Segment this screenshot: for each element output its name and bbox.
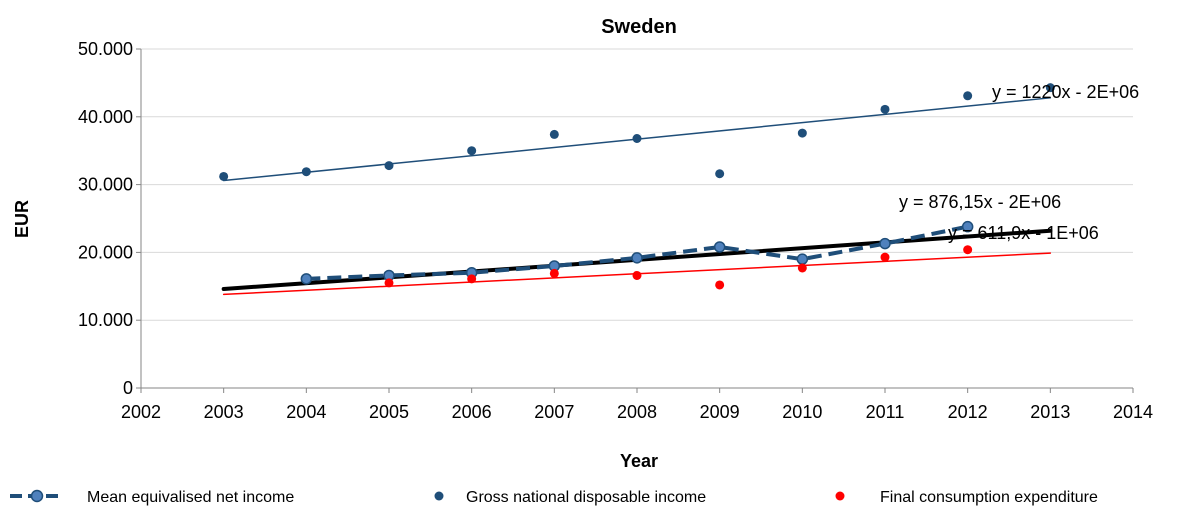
data-point-gross-national: [715, 169, 725, 179]
y-tick-label: 40.000: [78, 107, 133, 127]
axis-layer: [136, 48, 1134, 393]
x-tick-label: 2013: [1030, 402, 1070, 422]
data-point-gross-national: [549, 129, 559, 139]
data-point-final-consumption: [467, 274, 477, 284]
data-point-final-consumption: [632, 270, 642, 280]
data-point-mean-equivalised: [961, 220, 974, 233]
data-point-final-consumption: [880, 252, 890, 262]
label-layer: 0 10.000 20.000 30.000 40.000 50.000 2002 2003 2…: [78, 39, 1153, 422]
data-point-gross-national: [301, 167, 311, 177]
legend: Mean equivalised net income Gross nation…: [10, 489, 1098, 506]
y-tick-label: 0: [123, 378, 133, 398]
x-tick-label: 2002: [121, 402, 161, 422]
trendline-equation: y = 611,9x - 1E+06: [948, 223, 1099, 243]
series-line-mean-equivalised: [306, 224, 969, 281]
x-tick-label: 2005: [369, 402, 409, 422]
data-point-gross-national: [1045, 83, 1055, 93]
x-tick-label: 2008: [617, 402, 657, 422]
legend-item-final-consumption[interactable]: Final consumption expenditure: [835, 489, 1099, 506]
data-point-mean-equivalised: [879, 237, 891, 250]
x-axis-title: Year: [620, 451, 658, 471]
y-tick-label: 30.000: [78, 175, 133, 195]
data-point-mean-equivalised: [713, 241, 726, 253]
x-tick-label: 2006: [452, 402, 492, 422]
data-point-gross-national: [467, 146, 477, 156]
x-tick-label: 2011: [866, 402, 905, 422]
trendline-equation: y = 876,15x - 2E+06: [899, 192, 1061, 212]
data-point-mean-equivalised: [631, 252, 643, 264]
y-tick-label: 10.000: [78, 310, 133, 330]
legend-marker-icon: [30, 489, 44, 503]
legend-item-gross-national[interactable]: Gross national disposable income: [434, 489, 707, 506]
data-point-gross-national: [880, 104, 890, 114]
data-point-gross-national: [384, 161, 394, 171]
x-tick-label: 2010: [782, 402, 822, 422]
data-point-final-consumption: [797, 263, 807, 273]
legend-label-mean-equivalised: Mean equivalised net income: [87, 489, 294, 506]
y-tick-label: 50.000: [78, 39, 133, 59]
x-tick-label: 2014: [1113, 402, 1153, 422]
x-tick-label: 2004: [286, 402, 326, 422]
data-point-gross-national: [797, 128, 807, 138]
x-tick-label: 2003: [204, 402, 244, 422]
data-point-mean-equivalised: [796, 253, 809, 265]
x-tick-label: 2009: [700, 402, 740, 422]
data-point-final-consumption: [384, 278, 394, 288]
legend-label-gross-national: Gross national disposable income: [466, 489, 706, 506]
data-point-final-consumption: [715, 280, 725, 290]
legend-dot-red-icon: [835, 491, 845, 501]
y-axis-title: EUR: [12, 200, 32, 238]
data-point-gross-national: [632, 133, 642, 143]
x-tick-label: 2007: [534, 402, 574, 422]
data-point-gross-national: [963, 91, 973, 101]
trendline-equation: y = 1220x - 2E+06: [992, 82, 1139, 102]
series-layer: [219, 83, 1055, 290]
chart-title: Sweden: [601, 16, 677, 38]
legend-item-mean-equivalised[interactable]: Mean equivalised net income: [10, 489, 294, 506]
legend-dot-navy-icon: [434, 491, 444, 501]
data-point-final-consumption: [963, 245, 973, 255]
legend-label-final-consumption: Final consumption expenditure: [880, 489, 1098, 506]
x-tick-label: 2012: [948, 402, 988, 422]
data-point-mean-equivalised: [300, 273, 313, 285]
data-point-gross-national: [219, 171, 229, 181]
y-tick-label: 20.000: [78, 242, 133, 262]
data-point-final-consumption: [549, 268, 559, 278]
